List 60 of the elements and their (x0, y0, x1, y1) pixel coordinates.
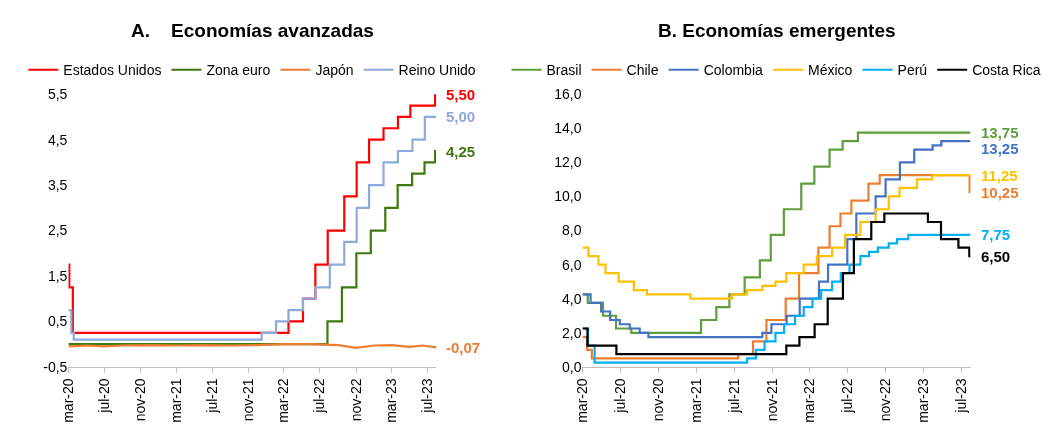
x-tick-label: nov-22 (347, 378, 364, 422)
y-tick-label: 10,0 (554, 188, 582, 205)
legend-label: Brasil (546, 62, 582, 79)
annotation: 6,50 (981, 248, 1011, 265)
x-tick-label: nov-20 (650, 378, 667, 422)
y-tick-label: 16,0 (554, 86, 582, 103)
x-tick-label: jul-22 (311, 378, 328, 414)
x-tick-label: mar-22 (275, 378, 292, 423)
y-tick-label: 2,5 (47, 222, 68, 239)
y-tick-label: 1,5 (47, 267, 68, 284)
y-tick-label: 4,5 (47, 131, 68, 148)
legend-label: México (808, 62, 853, 79)
y-tick-label: 14,0 (554, 120, 582, 137)
x-tick-label: jul-20 (612, 378, 628, 414)
x-tick-label: jul-22 (839, 378, 856, 414)
annotation: -0,07 (446, 339, 481, 356)
x-tick-label: jul-21 (725, 378, 742, 414)
chart-title: A. Economías avanzadas (131, 20, 374, 41)
x-tick-label: jul-23 (952, 378, 969, 414)
x-tick-label: mar-20 (59, 378, 76, 423)
x-tick-label: nov-21 (239, 378, 256, 422)
y-tick-label: 0,5 (47, 313, 68, 330)
chart-title: B. Economías emergentes (658, 20, 896, 41)
annotation: 5,50 (446, 86, 476, 103)
annotation: 5,00 (446, 108, 476, 125)
x-tick-label: nov-21 (763, 378, 780, 422)
x-tick-label: mar-21 (687, 378, 704, 423)
y-tick-label: 3,5 (47, 176, 68, 193)
annotation: 7,75 (981, 226, 1011, 243)
annotation: 13,75 (981, 124, 1019, 141)
y-tick-label: 2,0 (562, 324, 582, 341)
annotation: 4,25 (446, 143, 476, 160)
x-tick-label: mar-23 (383, 378, 400, 423)
annotation: 13,25 (981, 140, 1019, 157)
y-tick-label: 6,0 (562, 256, 582, 273)
legend-label: Colombia (703, 62, 763, 79)
x-tick-label: mar-23 (914, 378, 931, 423)
legend-label: Zona euro (206, 62, 271, 79)
y-tick-label: 5,5 (47, 86, 68, 103)
y-tick-label: 4,0 (562, 290, 582, 307)
legend-label: Chile (626, 62, 659, 79)
x-tick-label: mar-21 (167, 378, 184, 423)
x-tick-label: mar-20 (574, 378, 591, 423)
annotation: 11,25 (981, 167, 1018, 184)
legend-label: Estados Unidos (63, 62, 162, 79)
x-tick-label: jul-23 (419, 378, 436, 414)
annotation: 10,25 (981, 184, 1019, 201)
y-tick-label: 0,0 (562, 358, 582, 375)
x-tick-label: mar-22 (801, 378, 818, 423)
x-tick-label: nov-20 (132, 378, 149, 422)
legend-label: Costa Rica (972, 62, 1041, 79)
legend-label: Perú (897, 62, 928, 79)
x-tick-label: jul-20 (95, 378, 112, 414)
y-tick-label: 12,0 (554, 154, 582, 171)
x-tick-label: jul-21 (203, 378, 220, 414)
y-tick-label: -0,5 (43, 358, 68, 375)
x-tick-label: nov-22 (877, 378, 894, 422)
legend-label: Japón (315, 62, 354, 79)
y-tick-label: 8,0 (562, 222, 582, 239)
legend-label: Reino Unido (398, 62, 476, 79)
